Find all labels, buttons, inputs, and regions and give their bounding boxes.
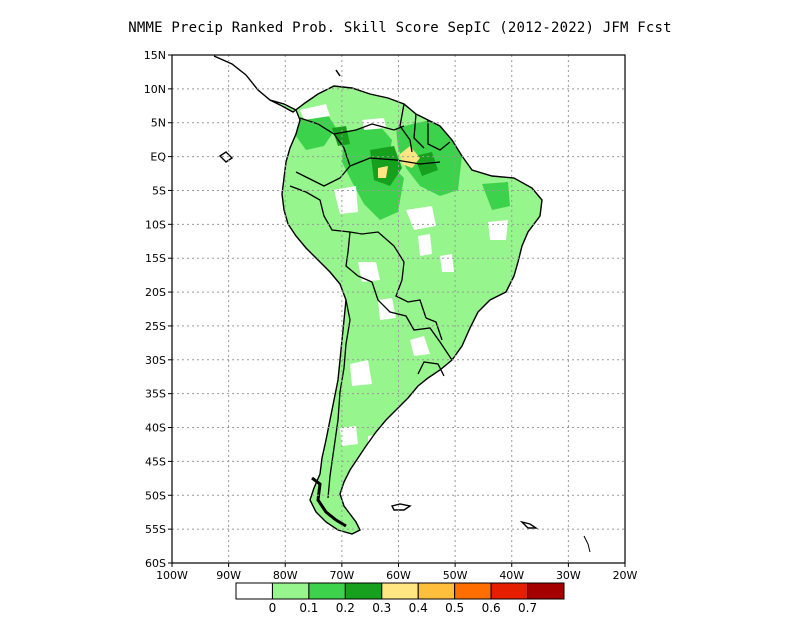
- border-brazil-north: [349, 157, 441, 167]
- lat-tick-label: 30S: [145, 354, 166, 367]
- colorbar-label: 0.6: [482, 601, 501, 615]
- colorbar-swatch: [417, 582, 456, 600]
- continent-outline: [213, 55, 543, 535]
- lon-tick-label: 50W: [443, 569, 468, 582]
- skill-patch-none: [440, 254, 454, 272]
- skill-patch-none: [350, 360, 372, 386]
- skill-patch-yellow: [400, 146, 420, 168]
- colorbar-swatch: [308, 582, 346, 600]
- skill-patch-yellow: [378, 166, 388, 178]
- chile-fjords: [311, 476, 347, 528]
- lat-tick-label: 40S: [145, 422, 166, 435]
- lat-tick-labels: 15N 10N 5N EQ 5S 10S 15S 20S 25S 30S 35S 40S 45S 50S 5…: [144, 49, 172, 570]
- skill-patch-none: [418, 234, 432, 256]
- colorbar-swatch: [527, 582, 565, 600]
- colorbar-label: 0.3: [372, 601, 391, 615]
- skill-patch-medium: [482, 182, 510, 210]
- border-french-guiana: [427, 120, 451, 151]
- border-paraguay-brazil: [425, 317, 443, 341]
- colorbar-swatch: [490, 582, 529, 600]
- colorbar-label: 0.2: [336, 601, 355, 615]
- lat-tick-label: 45S: [145, 455, 166, 468]
- lat-tick-label: 60S: [145, 557, 166, 570]
- colorbar-swatch: [344, 582, 383, 600]
- border-guyana: [399, 103, 413, 153]
- colorbar-label: 0.4: [409, 601, 428, 615]
- falkland-islands: [390, 503, 412, 511]
- skill-patch-dark: [332, 126, 350, 146]
- lat-tick-label: 5S: [152, 184, 166, 197]
- colorbar-label: 0.1: [299, 601, 318, 615]
- colorbar: [235, 582, 565, 600]
- border-bolivia-brazil: [361, 231, 427, 319]
- border-chile-argentina: [327, 299, 351, 499]
- colorbar-label: 0: [269, 601, 277, 615]
- colorbar-swatch: [271, 582, 310, 600]
- colorbar-labels: 0 0.1 0.2 0.3 0.4 0.5 0.6 0.7: [269, 601, 537, 615]
- border-peru-bolivia: [345, 231, 373, 283]
- south-georgia-island: [519, 520, 539, 529]
- border-suriname: [413, 113, 425, 149]
- lon-tick-label: 90W: [216, 569, 241, 582]
- colorbar-swatch: [454, 582, 492, 600]
- skill-patch-medium: [296, 112, 336, 150]
- colorbar-label: 0.5: [445, 601, 464, 615]
- colorbar-swatch: [381, 582, 419, 600]
- caribbean-island: [335, 69, 341, 77]
- lon-tick-label: 60W: [386, 569, 411, 582]
- lat-tick-label: 25S: [145, 320, 166, 333]
- lat-tick-label: 10S: [145, 218, 166, 231]
- border-uruguay: [417, 361, 445, 377]
- lon-tick-label: 20W: [613, 569, 638, 582]
- grid-lines: [172, 55, 625, 563]
- lon-tick-label: 70W: [329, 569, 354, 582]
- lat-tick-label: EQ: [150, 151, 166, 164]
- island-dots: [583, 535, 591, 553]
- skill-patch-none: [334, 186, 358, 214]
- colorbar-swatch: [235, 582, 273, 600]
- lat-tick-label: 15N: [144, 49, 166, 62]
- galapagos-islands: [218, 151, 234, 163]
- border-paraguay-argentina: [371, 281, 453, 361]
- lat-tick-label: 20S: [145, 286, 166, 299]
- country-borders: [289, 103, 453, 499]
- skill-patch-none: [488, 220, 508, 240]
- skill-patch-none: [340, 426, 358, 446]
- lon-tick-label: 100W: [156, 569, 188, 582]
- lat-tick-label: 15S: [145, 252, 166, 265]
- lat-tick-label: 5N: [151, 117, 166, 130]
- lat-tick-label: 10N: [144, 83, 166, 96]
- lon-tick-label: 40W: [499, 569, 524, 582]
- lon-tick-label: 80W: [273, 569, 298, 582]
- skill-patch-none: [410, 336, 430, 356]
- lat-tick-label: 35S: [145, 388, 166, 401]
- skill-patch-none: [300, 104, 330, 120]
- lat-tick-label: 55S: [145, 523, 166, 536]
- islands: [218, 69, 591, 553]
- lat-tick-label: 50S: [145, 489, 166, 502]
- border-venezuela: [333, 123, 405, 135]
- lon-tick-labels: 100W 90W 80W 70W 60W 50W 40W 30W 20W: [156, 563, 638, 582]
- skill-patch-none: [358, 262, 380, 282]
- colorbar-label: 0.7: [518, 601, 537, 615]
- map-title: NMME Precip Ranked Prob. Skill Score Sep…: [128, 20, 672, 36]
- lon-tick-label: 30W: [556, 569, 581, 582]
